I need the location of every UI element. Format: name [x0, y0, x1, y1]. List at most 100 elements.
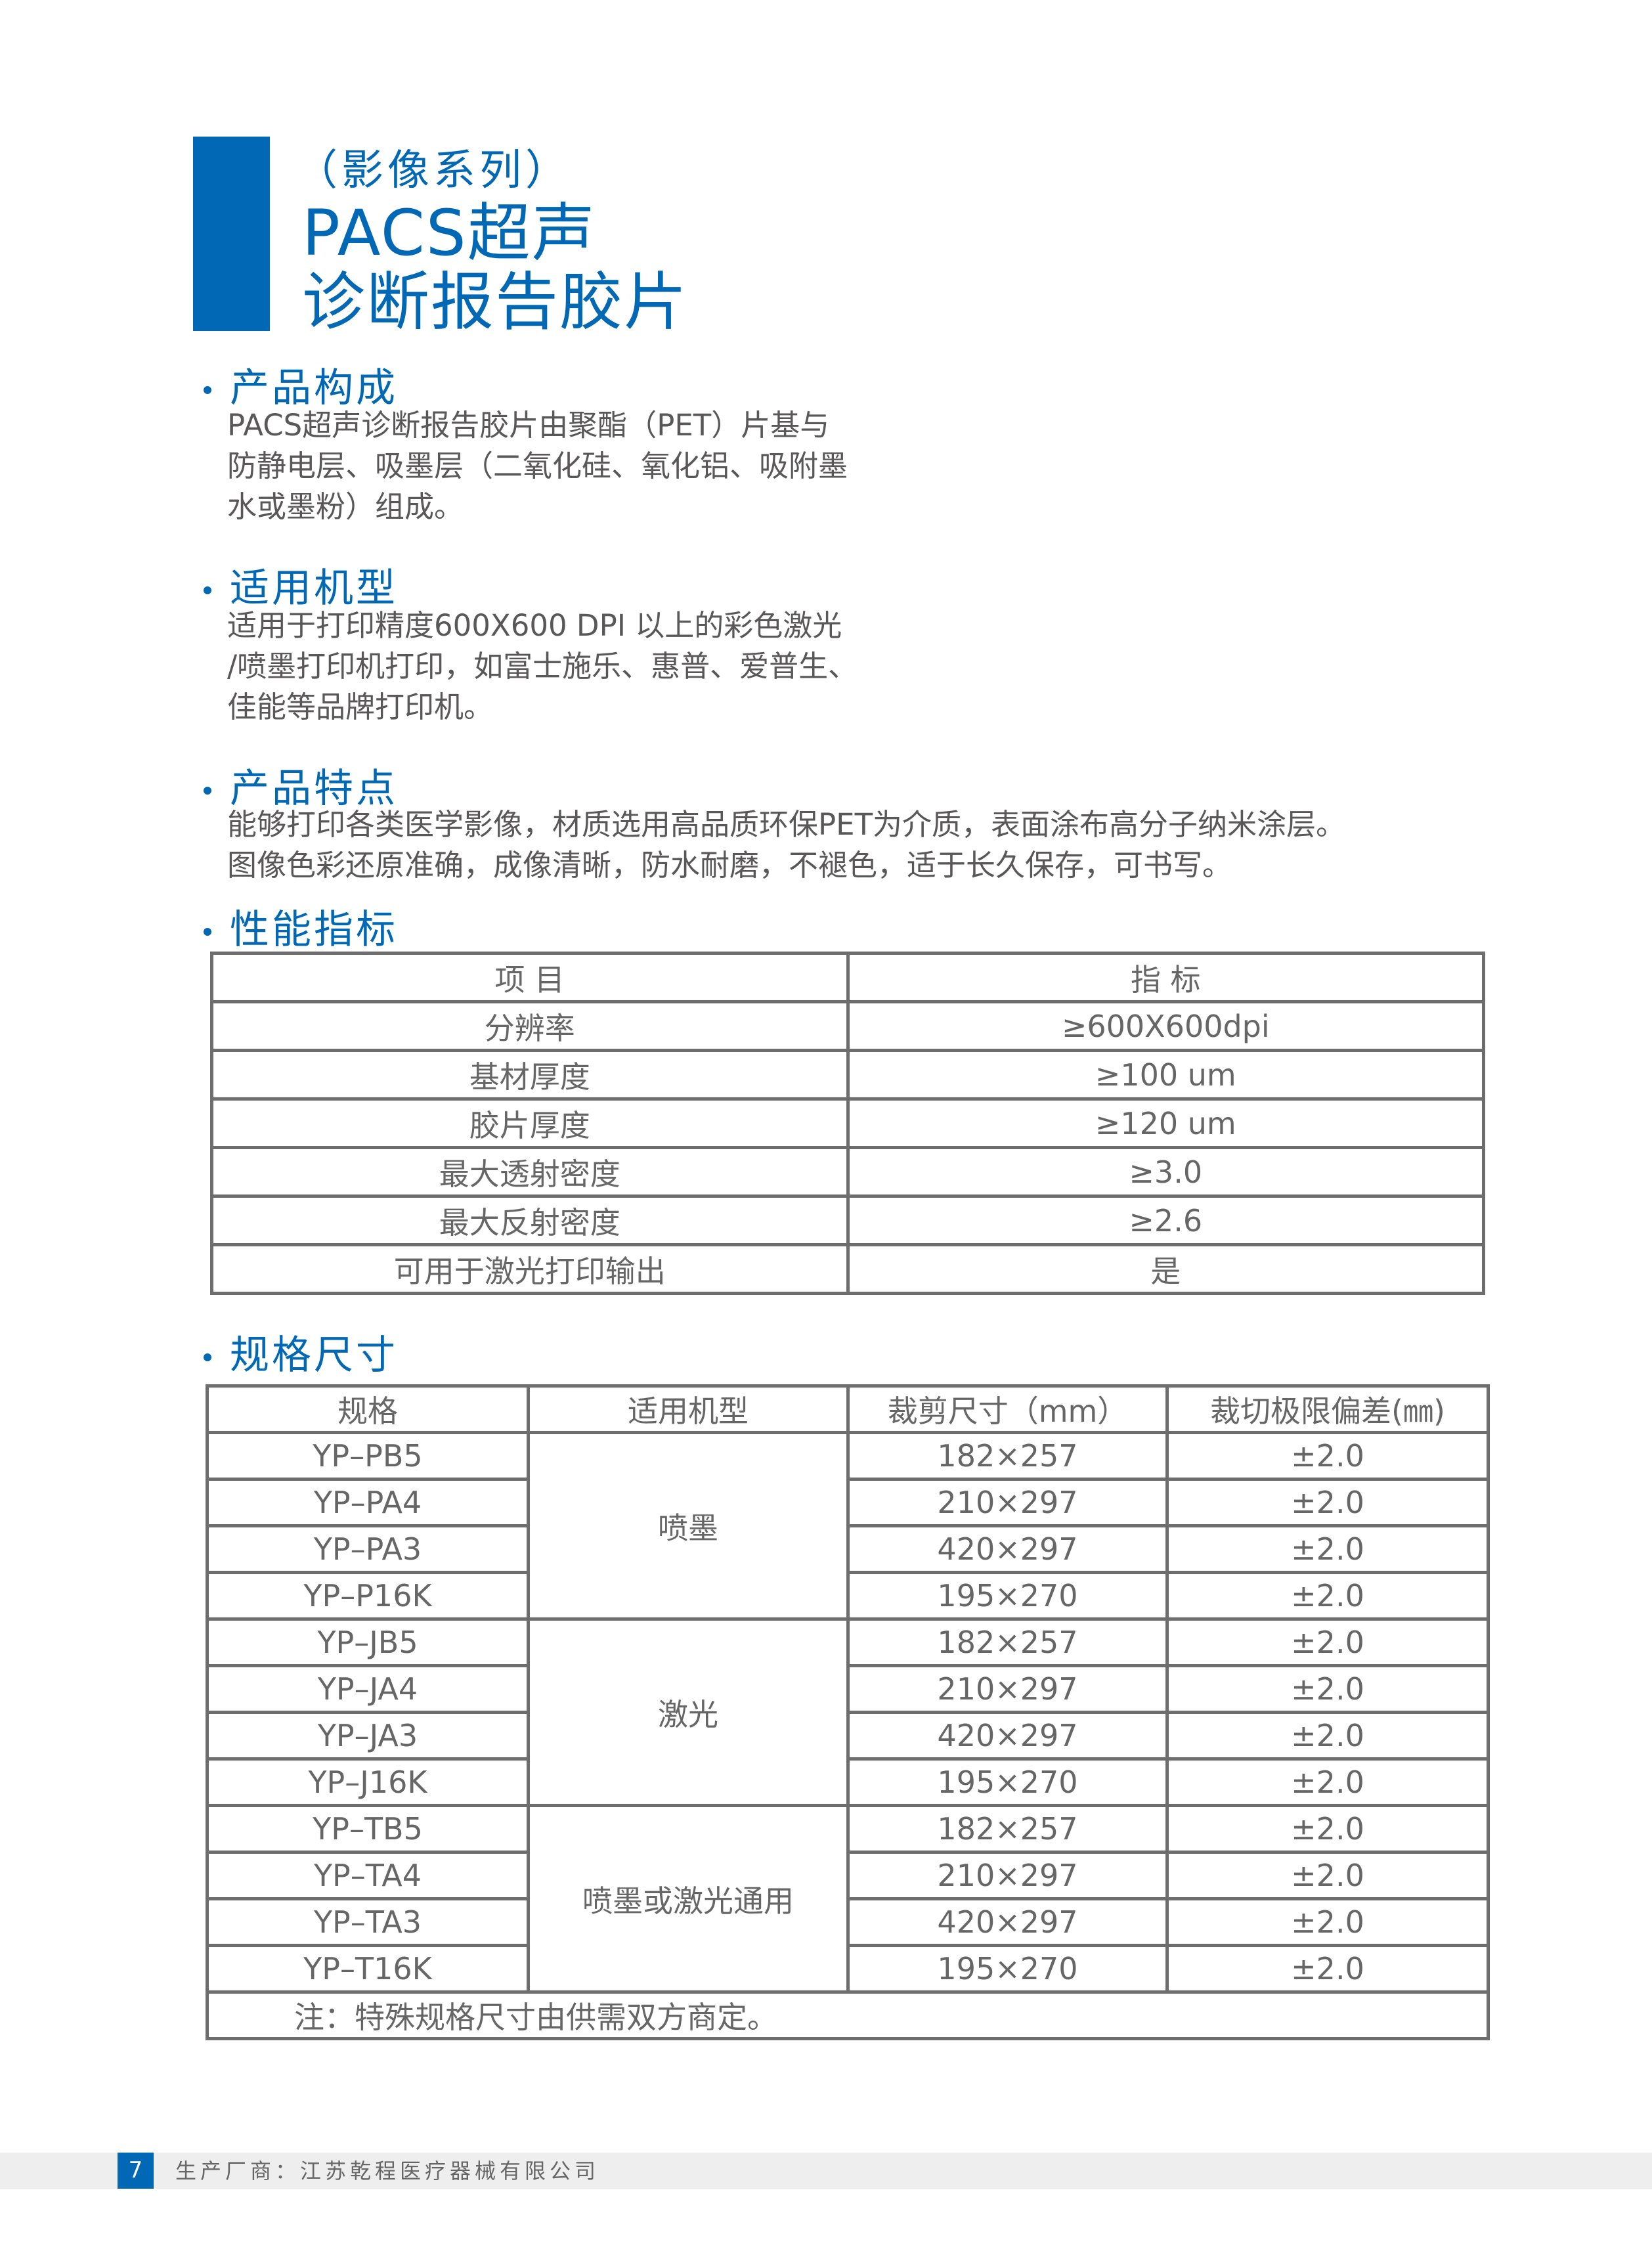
section-heading-composition: 产品构成 [204, 356, 398, 413]
bullet-icon [204, 1353, 211, 1362]
printer-type-cell: 喷墨 [527, 1431, 850, 1621]
tolerance-cell: ±2.0 [1165, 1431, 1490, 1481]
table-row: YP–T16K 195×270 ±2.0 [206, 1944, 1490, 1994]
value-cell: ≥3.0 [846, 1146, 1485, 1198]
value-cell: ≥100 um [846, 1049, 1485, 1101]
heading-text: 产品特点 [230, 766, 398, 812]
cut-size-cell: 195×270 [846, 1571, 1169, 1621]
spec-code-cell: YP–T16K [206, 1944, 530, 1994]
tolerance-cell: ±2.0 [1165, 1711, 1490, 1761]
spec-code-cell: YP–JA4 [206, 1664, 530, 1714]
tolerance-cell: ±2.0 [1165, 1897, 1490, 1947]
text-line: 能够打印各类医学影像，材质选用高品质环保PET为介质，表面涂布高分子纳米涂层。 [227, 807, 1346, 842]
cut-size-cell: 420×297 [846, 1711, 1169, 1761]
heading-text: 产品构成 [230, 365, 398, 411]
value-cell: ≥2.6 [846, 1194, 1485, 1246]
table-row: YP–TA4 210×297 ±2.0 [206, 1851, 1490, 1900]
footer-band [0, 2153, 1652, 2189]
cut-size-cell: 210×297 [846, 1851, 1169, 1900]
text-line: PACS超声诊断报告胶片由聚酯（PET）片基与 [227, 408, 830, 443]
text-line: /喷墨打印机打印，如富士施乐、惠普、爱普生、 [227, 649, 858, 684]
text-line: 图像色彩还原准确，成像清晰，防水耐磨，不褪色，适于长久保存，可书写。 [227, 848, 1232, 883]
table-row: 胶片厚度 ≥120 um [210, 1097, 1485, 1149]
cut-size-cell: 420×297 [846, 1524, 1169, 1574]
spec-code-cell: YP–JA3 [206, 1711, 530, 1761]
column-header: 指 标 [846, 952, 1485, 1003]
table-row: 可用于激光打印输出是 [210, 1243, 1485, 1295]
text-line: 适用于打印精度600X600 DPI 以上的彩色激光 [227, 608, 842, 643]
cut-size-cell: 210×297 [846, 1664, 1169, 1714]
section-heading-features: 产品特点 [204, 756, 398, 814]
text-line: 水或墨粉）组成。 [227, 489, 464, 524]
cut-size-cell: 182×257 [846, 1804, 1169, 1854]
table-header-row: 规格 适用机型 裁剪尺寸（mm） 裁切极限偏差(㎜) [206, 1384, 1490, 1434]
printer-type-cell: 激光 [527, 1617, 850, 1807]
bullet-icon [204, 928, 211, 936]
table-note-row: 注：特殊规格尺寸由供需双方商定。 [206, 1990, 1490, 2040]
tolerance-cell: ±2.0 [1165, 1478, 1490, 1527]
table-row: 最大透射密度 ≥3.0 [210, 1146, 1485, 1198]
heading-text: 规格尺寸 [230, 1332, 398, 1378]
heading-text: 性能指标 [230, 907, 398, 953]
item-cell: 可用于激光打印输出 [210, 1243, 850, 1295]
spec-code-cell: YP–J16K [206, 1757, 530, 1807]
bullet-icon [204, 386, 211, 395]
table-row: YP–JB5 激光 182×257 ±2.0 [206, 1617, 1490, 1807]
section-heading-performance: 性能指标 [204, 898, 398, 955]
cut-size-cell: 195×270 [846, 1944, 1169, 1994]
title-accent-bar [193, 137, 270, 331]
cut-size-cell: 182×257 [846, 1617, 1169, 1667]
value-cell: ≥120 um [846, 1097, 1485, 1149]
tolerance-cell: ±2.0 [1165, 1617, 1490, 1667]
tolerance-cell: ±2.0 [1165, 1851, 1490, 1900]
table-row: YP–J16K 195×270 ±2.0 [206, 1757, 1490, 1807]
spec-code-cell: YP–PA3 [206, 1524, 530, 1574]
tolerance-cell: ±2.0 [1165, 1524, 1490, 1574]
page-title-line1: PACS超声 [302, 196, 596, 270]
item-cell: 最大反射密度 [210, 1194, 850, 1246]
tolerance-cell: ±2.0 [1165, 1804, 1490, 1854]
bullet-icon [204, 586, 211, 595]
table-row: YP–TB5 喷墨或激光通用 182×257 ±2.0 [206, 1804, 1490, 1994]
printer-type-cell: 喷墨或激光通用 [527, 1804, 850, 1994]
performance-table: 项 目指 标分辨率 ≥600X600dpi 基材厚度 ≥100 um 胶片厚度 ≥120 … [210, 952, 1485, 1295]
section-heading-specs: 规格尺寸 [204, 1323, 398, 1380]
heading-text: 适用机型 [230, 565, 398, 611]
table-note: 注：特殊规格尺寸由供需双方商定。 [206, 1990, 1490, 2040]
table-row: 分辨率 ≥600X600dpi [210, 1000, 1485, 1052]
bullet-icon [204, 787, 211, 795]
column-header: 裁切极限偏差(㎜) [1165, 1384, 1490, 1434]
table-row: 最大反射密度 ≥2.6 [210, 1194, 1485, 1246]
item-cell: 最大透射密度 [210, 1146, 850, 1198]
column-header: 裁剪尺寸（mm） [846, 1384, 1169, 1434]
table-row: YP–PA3 420×297 ±2.0 [206, 1524, 1490, 1574]
table-row: YP–PB5 喷墨 182×257 ±2.0 [206, 1431, 1490, 1621]
tolerance-cell: ±2.0 [1165, 1664, 1490, 1714]
cut-size-cell: 420×297 [846, 1897, 1169, 1947]
series-label: （影像系列） [295, 146, 571, 195]
section-heading-models: 适用机型 [204, 556, 398, 613]
spec-code-cell: YP–TA4 [206, 1851, 530, 1900]
manufacturer-label: 生产厂商：江苏乾程医疗器械有限公司 [175, 2158, 600, 2183]
table-row: YP–TA3 420×297 ±2.0 [206, 1897, 1490, 1947]
table-row: YP–JA4 210×297 ±2.0 [206, 1664, 1490, 1714]
spec-code-cell: YP–PB5 [206, 1431, 530, 1481]
spec-code-cell: YP–PA4 [206, 1478, 530, 1527]
cut-size-cell: 182×257 [846, 1431, 1169, 1481]
page-number: 7 [118, 2153, 154, 2189]
column-header: 项 目 [210, 952, 850, 1003]
models-text: 适用于打印精度600X600 DPI 以上的彩色激光 /喷墨打印机打印，如富士施… [227, 605, 858, 728]
column-header: 适用机型 [527, 1384, 850, 1434]
cut-size-cell: 210×297 [846, 1478, 1169, 1527]
tolerance-cell: ±2.0 [1165, 1944, 1490, 1994]
composition-text: PACS超声诊断报告胶片由聚酯（PET）片基与 防静电层、吸墨层（二氧化硅、氧化… [227, 405, 848, 527]
tolerance-cell: ±2.0 [1165, 1571, 1490, 1621]
cut-size-cell: 195×270 [846, 1757, 1169, 1807]
item-cell: 分辨率 [210, 1000, 850, 1052]
text-line: 佳能等品牌打印机。 [227, 690, 494, 724]
table-row: YP–P16K 195×270 ±2.0 [206, 1571, 1490, 1621]
value-cell: ≥600X600dpi [846, 1000, 1485, 1052]
table-header-row: 项 目指 标 [210, 952, 1485, 1003]
text-line: 防静电层、吸墨层（二氧化硅、氧化铝、吸附墨 [227, 449, 848, 483]
spec-code-cell: YP–TB5 [206, 1804, 530, 1854]
